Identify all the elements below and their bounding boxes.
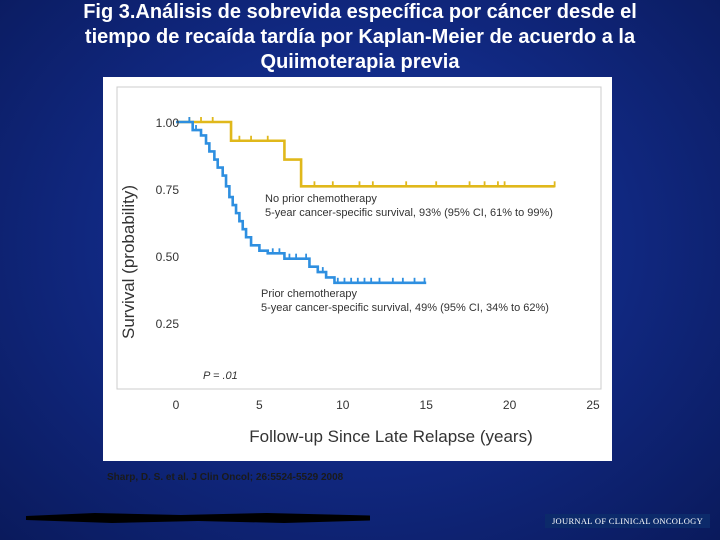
x-axis-title: Follow-up Since Late Relapse (years) bbox=[249, 427, 532, 446]
plot-frame bbox=[116, 86, 602, 390]
series-layer bbox=[176, 117, 556, 285]
y-tick-label: 0.50 bbox=[156, 250, 180, 264]
series-name-1: Prior chemotherapy bbox=[261, 288, 357, 300]
x-tick-label: 0 bbox=[173, 398, 180, 412]
title-line-1: Fig 3.Análisis de sobrevida específica p… bbox=[83, 1, 637, 23]
title-line-3: Quiimoterapia previa bbox=[260, 51, 460, 73]
series-annotation-0: 5-year cancer-specific survival, 93% (95… bbox=[265, 207, 553, 219]
redacted-scribble bbox=[26, 513, 370, 523]
kaplan-meier-chart: 1.00 0.75 0.50 0.25 0 5 10 15 20 25 Survival (prob… bbox=[116, 86, 602, 446]
y-tick-label: 0.75 bbox=[156, 183, 180, 197]
axes-layer bbox=[116, 86, 602, 390]
chart-panel: 1.00 0.75 0.50 0.25 0 5 10 15 20 25 Survival (prob… bbox=[103, 77, 612, 461]
journal-badge: JOURNAL OF CLINICAL ONCOLOGY bbox=[545, 514, 710, 528]
x-tick-label: 10 bbox=[336, 398, 350, 412]
slide-title: Fig 3.Análisis de sobrevida específica p… bbox=[0, 0, 720, 75]
x-tick-label: 25 bbox=[586, 398, 600, 412]
series-line-0 bbox=[176, 120, 555, 188]
y-tick-label: 1.00 bbox=[156, 116, 180, 130]
title-line-2: tiempo de recaída tardía por Kaplan-Meie… bbox=[84, 26, 636, 48]
label-layer: 1.00 0.75 0.50 0.25 0 5 10 15 20 25 Survival (prob… bbox=[119, 116, 600, 446]
series-line-1 bbox=[176, 120, 427, 285]
citation: Sharp, D. S. et al. J Clin Oncol; 26:552… bbox=[107, 472, 344, 483]
x-tick-label: 5 bbox=[256, 398, 263, 412]
x-tick-label: 20 bbox=[503, 398, 517, 412]
y-tick-label: 0.25 bbox=[156, 317, 180, 331]
series-annotation-1: 5-year cancer-specific survival, 49% (95… bbox=[261, 302, 549, 314]
series-name-0: No prior chemotherapy bbox=[265, 193, 377, 205]
x-tick-label: 15 bbox=[420, 398, 434, 412]
p-value-label: P = .01 bbox=[203, 370, 238, 382]
y-axis-title: Survival (probability) bbox=[119, 185, 138, 339]
